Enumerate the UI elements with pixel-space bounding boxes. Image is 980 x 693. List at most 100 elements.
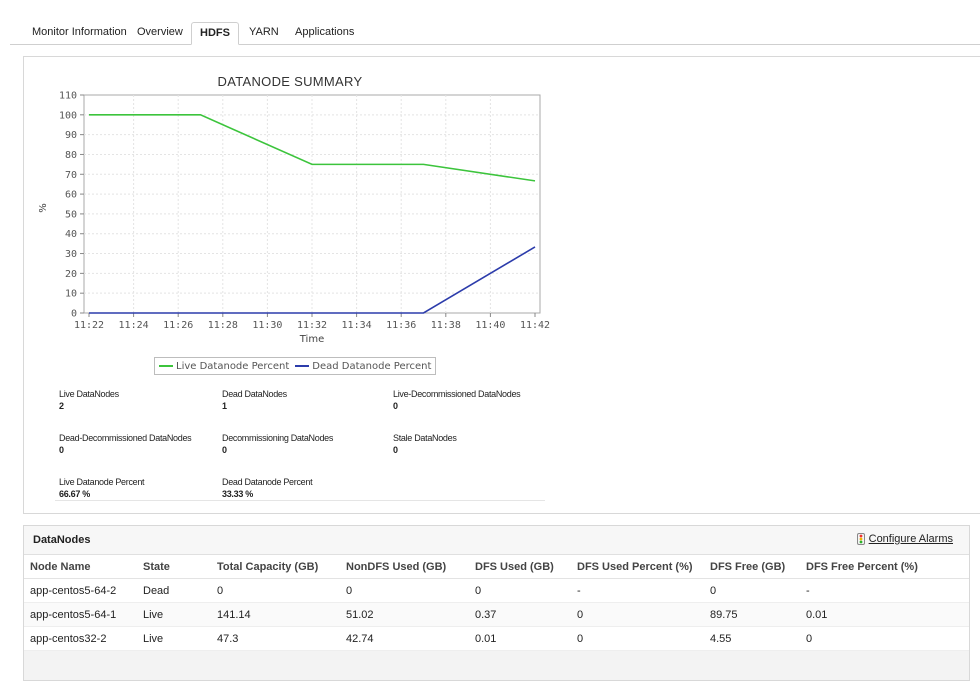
y-tick-label: 80 [65,150,77,161]
cell-state: Dead [143,578,217,603]
datanodes-title: DataNodes [33,534,91,546]
x-tick-label: 11:32 [297,320,327,331]
stat-value: 1 [222,401,227,411]
datanodes-panel: DataNodes Configure Alarms Node Name Sta… [23,525,970,681]
y-tick-label: 40 [65,229,77,240]
x-tick-label: 11:34 [342,320,372,331]
table-row: app-centos5-64-2 Dead 0 0 0 - 0 - [24,578,969,603]
divider [55,500,545,501]
table-header-row: Node Name State Total Capacity (GB) NonD… [24,555,969,579]
tab-hdfs[interactable]: HDFS [191,22,239,45]
cell-nondfs-used: 42.74 [346,626,475,651]
chart-grid [84,95,540,313]
stat-label: Stale DataNodes [393,433,457,443]
configure-alarms-link[interactable]: Configure Alarms [856,533,953,545]
stat-label: Dead Datanode Percent [222,477,313,487]
stat-value: 0 [393,401,398,411]
y-tick-label: 70 [65,170,77,181]
x-tick-label: 11:30 [252,320,282,331]
cell-dfs-used-percent: 0 [577,602,710,627]
cell-dfs-free-percent: - [806,578,969,603]
cell-pad [24,555,30,579]
stat-dead-percent: Dead Datanode Percent 33.33 % [222,476,313,500]
stat-value: 0 [393,445,398,455]
x-tick-label: 11:24 [119,320,149,331]
stat-stale: Stale DataNodes 0 [393,432,457,456]
y-tick-label: 10 [65,289,77,300]
series-line-live [89,114,536,182]
cell-total-capacity: 0 [217,578,346,603]
stat-decommissioning: Decommissioning DataNodes 0 [222,432,333,456]
y-tick-label: 50 [65,209,77,220]
configure-alarms-label: Configure Alarms [868,533,953,545]
cell-node-name: app-centos5-64-1 [30,602,143,627]
cell-total-capacity: 47.3 [217,626,346,651]
cell-dfs-free: 89.75 [710,602,806,627]
cell-dfs-used: 0.37 [475,602,577,627]
cell-node-name: app-centos32-2 [30,626,143,651]
cell-pad [24,578,30,603]
x-tick-label: 11:42 [520,320,550,331]
stat-value: 33.33 % [222,489,253,499]
column-header-dfs-free[interactable]: DFS Free (GB) [710,555,806,579]
stat-live-decommissioned: Live-Decommissioned DataNodes 0 [393,388,521,412]
y-axis-ticks: 0 10 20 30 40 50 60 70 80 90 100 110 [59,91,84,320]
y-axis-label: % [38,203,49,213]
cell-state: Live [143,602,217,627]
column-header-node-name[interactable]: Node Name [30,555,143,579]
stat-value: 66.67 % [59,489,90,499]
y-tick-label: 100 [59,110,77,121]
series-line-dead [89,246,536,314]
stat-live-datanodes: Live DataNodes 2 [59,388,119,412]
column-header-dfs-used-percent[interactable]: DFS Used Percent (%) [577,555,710,579]
cell-nondfs-used: 51.02 [346,602,475,627]
cell-dfs-free-percent: 0 [806,626,969,651]
x-tick-label: 11:38 [431,320,461,331]
column-header-nondfs-used[interactable]: NonDFS Used (GB) [346,555,475,579]
tab-applications[interactable]: Applications [295,26,355,38]
x-axis-label: Time [299,334,324,345]
stat-label: Decommissioning DataNodes [222,433,334,443]
cell-state: Live [143,626,217,651]
y-tick-label: 20 [65,269,77,280]
legend-item-dead: Dead Datanode Percent [295,361,431,372]
x-axis-ticks: 11:22 11:24 11:26 11:28 11:30 11:32 11:34 11:36… [74,313,550,331]
legend-swatch-dead [295,365,310,367]
cell-dfs-used: 0.01 [475,626,577,651]
column-header-dfs-used[interactable]: DFS Used (GB) [475,555,577,579]
stat-label: Dead-Decommissioned DataNodes [59,433,192,443]
x-tick-label: 11:36 [386,320,416,331]
column-header-total-capacity[interactable]: Total Capacity (GB) [217,555,346,579]
cell-dfs-free: 0 [710,578,806,603]
x-tick-label: 11:26 [163,320,193,331]
y-tick-label: 110 [59,91,77,102]
legend-swatch-live [159,365,173,367]
cell-dfs-used-percent: - [577,578,710,603]
legend-item-live: Live Datanode Percent [159,361,289,372]
column-header-dfs-free-percent[interactable]: DFS Free Percent (%) [806,555,969,579]
tab-monitor-information[interactable]: Monitor Information [32,26,127,38]
cell-nondfs-used: 0 [346,578,475,603]
tab-overview[interactable]: Overview [137,26,183,38]
stat-value: 0 [59,445,64,455]
stat-value: 2 [59,401,64,411]
column-header-state[interactable]: State [143,555,217,579]
y-tick-label: 30 [65,249,77,260]
datanodes-table: Node Name State Total Capacity (GB) NonD… [24,555,969,651]
stat-label: Live Datanode Percent [59,477,145,487]
cell-node-name: app-centos5-64-2 [30,578,143,603]
cell-dfs-free-percent: 0.01 [806,602,969,627]
tab-yarn[interactable]: YARN [249,26,279,38]
table-row: app-centos32-2 Live 47.3 42.74 0.01 0 4.… [24,626,969,651]
y-tick-label: 90 [65,130,77,141]
y-tick-label: 60 [65,190,77,201]
x-tick-label: 11:40 [475,320,505,331]
legend-label-live: Live Datanode Percent [176,360,290,372]
table-row: app-centos5-64-1 Live 141.14 51.02 0.37 … [24,602,969,627]
cell-total-capacity: 141.14 [217,602,346,627]
tab-bar: Monitor Information Overview HDFS YARN A… [10,20,980,45]
cell-dfs-free: 4.55 [710,626,806,651]
chart-legend: Live Datanode Percent Dead Datanode Perc… [154,357,437,375]
chart-series [89,114,536,314]
